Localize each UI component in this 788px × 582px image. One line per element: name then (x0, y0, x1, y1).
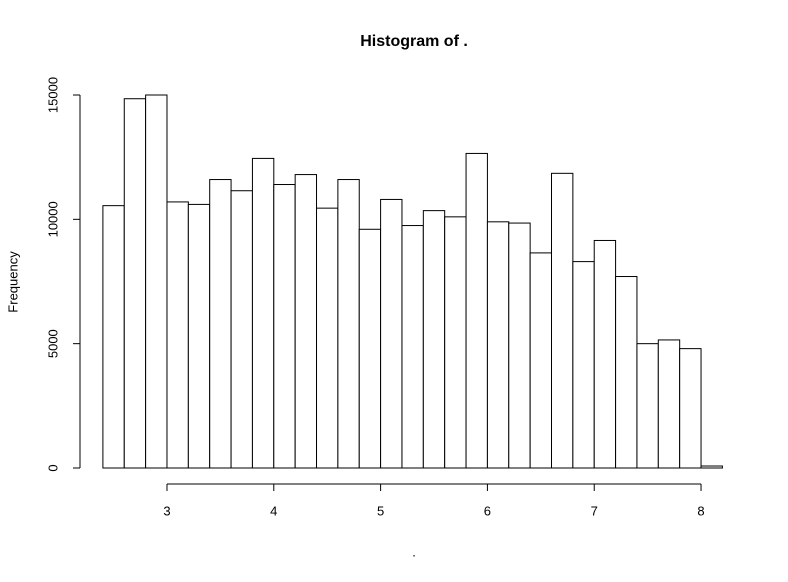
bar (123, 98, 147, 469)
bar (145, 94, 168, 469)
bar (679, 348, 702, 469)
bar (337, 179, 360, 469)
bar (486, 221, 510, 469)
y-tick-label: 0 (45, 464, 60, 471)
bar (657, 339, 681, 469)
bar (529, 252, 553, 469)
bar (187, 203, 211, 469)
bar (465, 152, 488, 469)
bar (102, 205, 125, 469)
bar (572, 261, 595, 469)
x-tick-label: 8 (697, 503, 704, 518)
bar (251, 157, 275, 469)
bar (700, 465, 723, 469)
y-tick-label: 15000 (45, 77, 60, 113)
bar (166, 201, 189, 469)
x-tick-label: 3 (163, 503, 170, 518)
bar (294, 174, 318, 469)
bar (422, 210, 446, 469)
bar (380, 198, 403, 469)
bar (508, 222, 531, 469)
x-tick-label: 6 (484, 503, 491, 518)
bar (551, 172, 574, 469)
chart-title: Histogram of . (360, 33, 468, 50)
y-tick-label: 10000 (45, 201, 60, 237)
y-tick-label: 5000 (45, 329, 60, 358)
x-tick-label: 5 (377, 503, 384, 518)
x-tick-label: 7 (591, 503, 598, 518)
y-axis-label: Frequency (5, 251, 20, 313)
bar (358, 228, 382, 469)
bar (615, 276, 638, 469)
bar (230, 190, 253, 469)
bar (316, 207, 339, 469)
x-axis-label: . (412, 544, 416, 559)
bar (401, 225, 424, 469)
x-tick-label: 4 (270, 503, 277, 518)
bar (444, 216, 467, 469)
bar (593, 239, 617, 469)
bar (273, 184, 296, 469)
bar (636, 343, 659, 469)
bar (209, 179, 232, 469)
